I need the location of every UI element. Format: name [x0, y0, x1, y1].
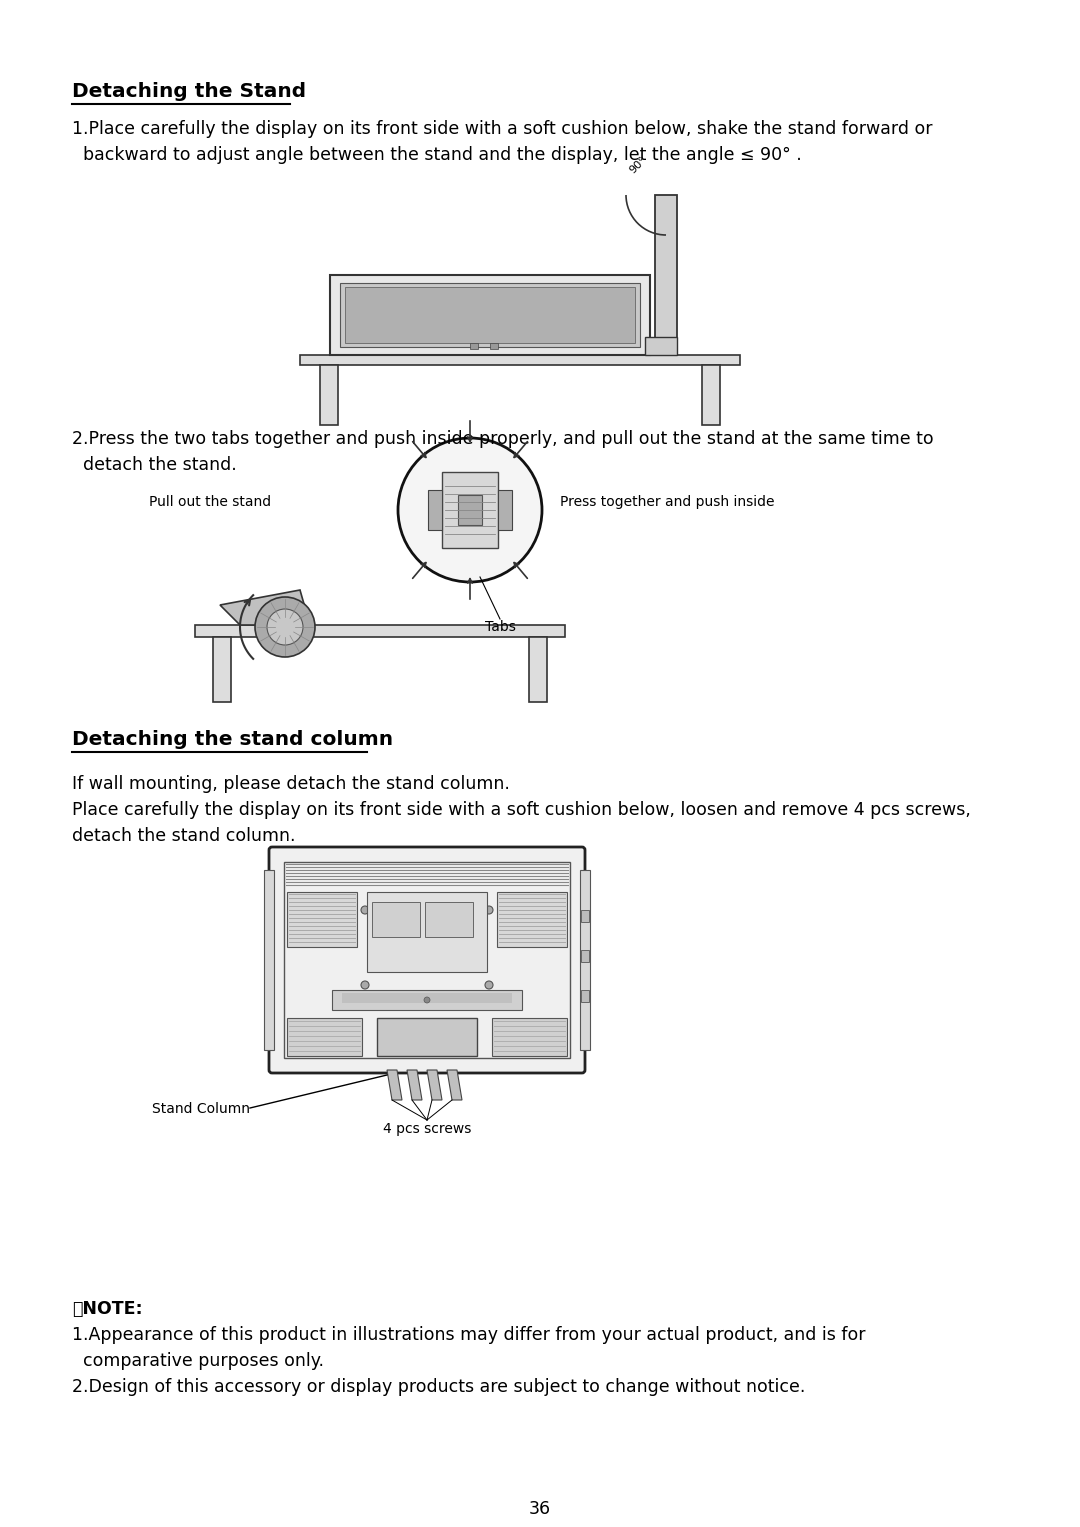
Bar [372, 902, 420, 938]
Bar [654, 195, 677, 354]
Text: Tabs: Tabs [485, 620, 515, 634]
Text: Press together and push inside: Press together and push inside [561, 495, 774, 508]
Bar [581, 989, 589, 1002]
Bar [458, 495, 482, 525]
Text: Stand Column: Stand Column [152, 1102, 249, 1116]
Bar [342, 993, 512, 1003]
Text: detach the stand column.: detach the stand column. [72, 828, 296, 844]
Text: Detaching the Stand: Detaching the Stand [72, 82, 306, 101]
Text: 4 pcs screws: 4 pcs screws [382, 1122, 471, 1136]
Bar [581, 910, 589, 922]
Polygon shape [220, 589, 310, 625]
Bar [529, 637, 546, 702]
Text: Place carefully the display on its front side with a soft cushion below, loosen : Place carefully the display on its front… [72, 802, 971, 818]
Text: 1.Place carefully the display on its front side with a soft cushion below, shake: 1.Place carefully the display on its fro… [72, 121, 932, 137]
Text: Pull out the stand: Pull out the stand [149, 495, 271, 508]
Bar [645, 337, 677, 354]
Bar [287, 892, 357, 947]
Bar [320, 365, 338, 425]
Text: backward to adjust angle between the stand and the display, let the angle ≤ 90° : backward to adjust angle between the sta… [72, 147, 801, 163]
Circle shape [361, 980, 369, 989]
Circle shape [424, 997, 430, 1003]
Text: detach the stand.: detach the stand. [72, 457, 237, 473]
FancyBboxPatch shape [269, 847, 585, 1073]
Bar [377, 1019, 477, 1057]
Circle shape [361, 906, 369, 915]
Polygon shape [387, 1070, 402, 1099]
Bar [470, 344, 478, 350]
Circle shape [267, 609, 303, 644]
Bar [426, 902, 473, 938]
Polygon shape [407, 1070, 422, 1099]
Circle shape [399, 438, 542, 582]
Bar [284, 863, 570, 1058]
Bar [702, 365, 720, 425]
Polygon shape [447, 1070, 462, 1099]
Bar [287, 1019, 362, 1057]
Bar [332, 989, 522, 1009]
Text: 90°: 90° [627, 154, 648, 176]
Text: If wall mounting, please detach the stand column.: If wall mounting, please detach the stan… [72, 776, 510, 793]
Bar [497, 892, 567, 947]
Text: 2.Press the two tabs together and push inside properly, and pull out the stand a: 2.Press the two tabs together and push i… [72, 431, 933, 447]
Circle shape [255, 597, 315, 657]
Bar [340, 282, 640, 347]
Polygon shape [427, 1070, 442, 1099]
Bar [428, 490, 442, 530]
Circle shape [485, 906, 492, 915]
Text: comparative purposes only.: comparative purposes only. [72, 1351, 324, 1370]
Bar [581, 950, 589, 962]
Bar [345, 287, 635, 344]
Bar [492, 1019, 567, 1057]
Text: 2.Design of this accessory or display products are subject to change without not: 2.Design of this accessory or display pr… [72, 1377, 806, 1396]
Bar [442, 472, 498, 548]
Bar [195, 625, 565, 637]
Text: Detaching the stand column: Detaching the stand column [72, 730, 393, 750]
Bar [330, 275, 650, 354]
Text: 1.Appearance of this product in illustrations may differ from your actual produc: 1.Appearance of this product in illustra… [72, 1325, 865, 1344]
Bar [264, 870, 274, 1051]
Circle shape [485, 980, 492, 989]
Text: ⓘNOTE:: ⓘNOTE: [72, 1299, 143, 1318]
Bar [300, 354, 740, 365]
Bar [490, 344, 498, 350]
Bar [580, 870, 590, 1051]
Bar [213, 637, 231, 702]
Text: 36: 36 [529, 1500, 551, 1518]
Bar [498, 490, 512, 530]
Bar [367, 892, 487, 973]
